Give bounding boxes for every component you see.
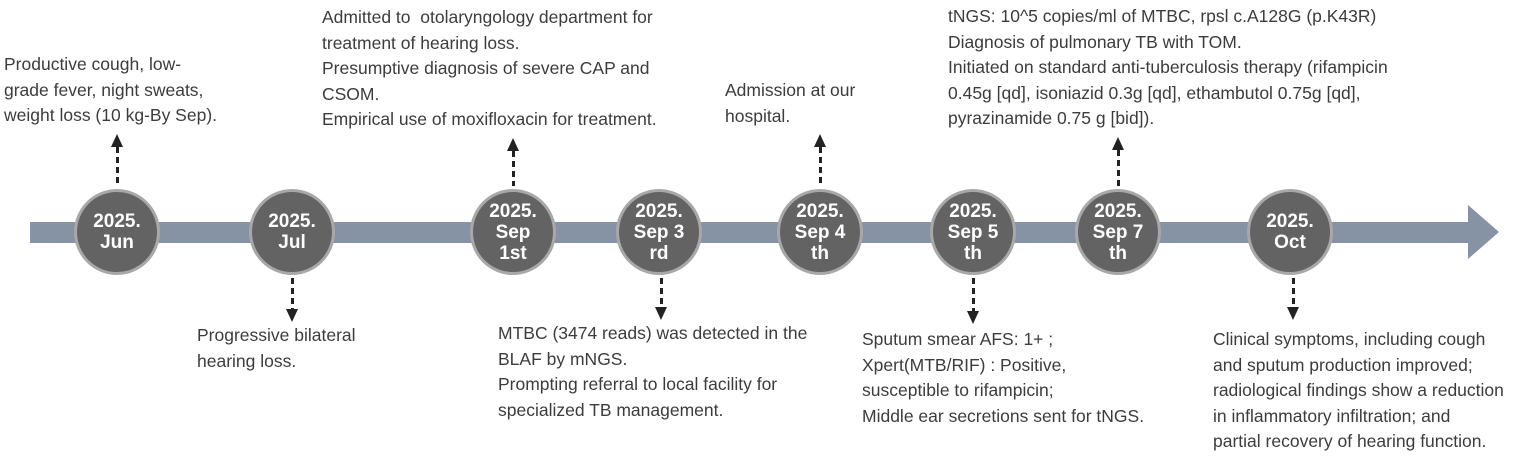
dashed-line bbox=[511, 151, 515, 186]
annotation-above-sep4: Admission at our hospital. bbox=[725, 80, 856, 126]
annotation-above-sep7: tNGS: 10^5 copies/ml of MTBC, rpsl c.A12… bbox=[948, 6, 1388, 128]
annotation-above-jun: Productive cough, low- grade fever, nigh… bbox=[4, 54, 218, 125]
annotation-above-sep1: Admitted to otolaryngology department fo… bbox=[322, 7, 657, 129]
timeline-node-2025-jul: 2025. Jul bbox=[249, 189, 335, 275]
annotation-below-sep5: Sputum smear AFS: 1+ ; Xpert(MTB/RIF) : … bbox=[862, 329, 1145, 426]
dashed-line bbox=[115, 147, 119, 186]
dashed-line bbox=[659, 278, 663, 307]
dashed-line bbox=[1291, 278, 1295, 307]
arrowhead-up-icon bbox=[507, 138, 519, 151]
arrowhead-down-icon bbox=[967, 311, 979, 324]
annotation-below-jul: Progressive bilateral hearing loss. bbox=[197, 325, 356, 371]
annotation-below-sep3: MTBC (3474 reads) was detected in the BL… bbox=[498, 323, 808, 420]
timeline-node-2025-sep5: 2025. Sep 5 th bbox=[930, 189, 1016, 275]
timeline-node-2025-sep7: 2025. Sep 7 th bbox=[1075, 189, 1161, 275]
timeline-node-2025-jun: 2025. Jun bbox=[74, 189, 160, 275]
timeline-node-2025-sep3: 2025. Sep 3 rd bbox=[616, 189, 702, 275]
dashed-line bbox=[1116, 150, 1120, 186]
arrowhead-down-icon bbox=[655, 307, 667, 320]
dashed-arrow-up-sep7 bbox=[1111, 137, 1125, 186]
arrowhead-down-icon bbox=[286, 309, 298, 322]
timeline-node-2025-oct: 2025. Oct bbox=[1247, 189, 1333, 275]
annotation-below-oct: Clinical symptoms, including cough and s… bbox=[1213, 329, 1504, 451]
timeline-node-2025-sep4: 2025. Sep 4 th bbox=[777, 189, 863, 275]
dashed-arrow-down-oct bbox=[1286, 278, 1300, 320]
timeline-arrowhead-icon bbox=[1468, 205, 1499, 259]
dashed-arrow-up-sep1 bbox=[506, 138, 520, 186]
timeline-node-2025-sep1: 2025. Sep 1st bbox=[470, 189, 556, 275]
arrowhead-up-icon bbox=[111, 134, 123, 147]
dashed-arrow-down-sep5 bbox=[966, 278, 980, 324]
dashed-arrow-down-sep3 bbox=[654, 278, 668, 320]
dashed-line bbox=[971, 278, 975, 311]
arrowhead-up-icon bbox=[1112, 137, 1124, 150]
arrowhead-up-icon bbox=[814, 134, 826, 147]
dashed-line bbox=[290, 278, 294, 309]
dashed-line bbox=[818, 147, 822, 186]
dashed-arrow-down-jul bbox=[285, 278, 299, 322]
dashed-arrow-up-jun bbox=[110, 134, 124, 186]
arrowhead-down-icon bbox=[1287, 307, 1299, 320]
dashed-arrow-up-sep4 bbox=[813, 134, 827, 186]
